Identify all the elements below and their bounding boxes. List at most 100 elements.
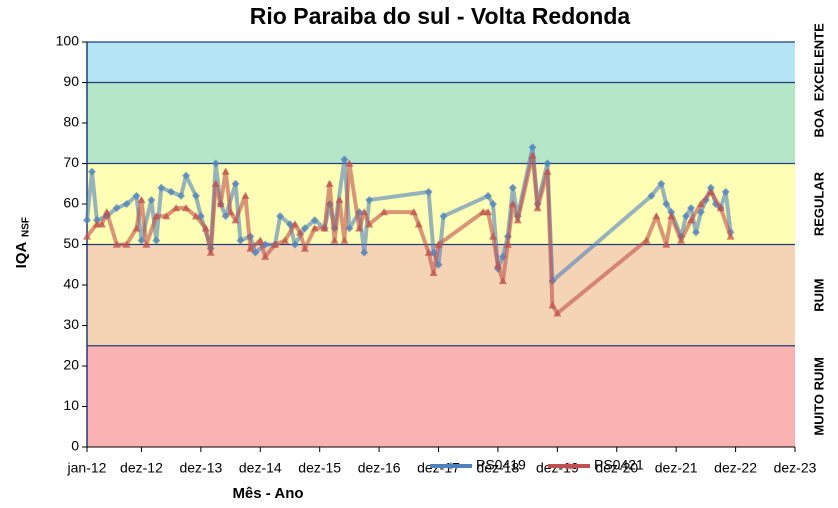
marker (721, 187, 730, 196)
marker (667, 212, 676, 220)
marker (498, 276, 507, 285)
marker (652, 212, 661, 220)
marker (330, 236, 339, 244)
marker (152, 236, 161, 245)
marker (414, 220, 423, 228)
marker (276, 212, 285, 221)
marker (157, 183, 166, 192)
marker (647, 191, 656, 200)
marker (503, 240, 512, 248)
marker (97, 220, 106, 228)
y-tick-label: 70 (63, 154, 79, 170)
marker (696, 200, 705, 208)
marker (191, 212, 200, 220)
x-axis-label: Mês - Ano (232, 485, 303, 502)
y-tick-label: 50 (63, 235, 79, 251)
marker (667, 208, 676, 217)
x-tick-label: dez-22 (714, 460, 757, 476)
band (87, 42, 795, 83)
band-label: RUIM (811, 279, 826, 312)
marker (216, 200, 225, 208)
marker (642, 236, 651, 244)
marker (226, 208, 235, 216)
marker (182, 171, 191, 180)
marker (206, 248, 215, 256)
y-axis-label-group: IQA NSF (13, 217, 32, 268)
chart-title: Rio Paraiba do sul - Volta Redonda (250, 3, 631, 29)
marker (340, 236, 349, 244)
marker (221, 167, 230, 175)
marker (548, 301, 557, 309)
marker (162, 212, 171, 220)
marker (657, 179, 666, 188)
y-axis-label-sub: NSF (21, 217, 32, 237)
marker (424, 187, 433, 196)
y-tick-label: 20 (63, 357, 79, 373)
marker (355, 224, 364, 232)
marker (290, 220, 299, 228)
y-tick-label: 0 (71, 438, 79, 454)
x-tick-label: dez-21 (655, 460, 698, 476)
marker (533, 204, 542, 212)
band (87, 82, 795, 164)
marker (83, 216, 91, 225)
marker (271, 240, 280, 248)
marker (246, 244, 255, 252)
marker (256, 236, 265, 244)
marker (112, 204, 121, 213)
x-tick-label: dez-16 (358, 460, 401, 476)
marker (142, 240, 151, 248)
y-tick-label: 10 (63, 397, 79, 413)
marker (340, 155, 349, 164)
marker (122, 240, 131, 248)
marker (290, 240, 299, 249)
marker (300, 244, 309, 252)
marker (508, 183, 517, 192)
marker (677, 236, 686, 244)
marker (231, 216, 240, 224)
marker (706, 187, 715, 196)
x-tick-label: dez-14 (239, 460, 282, 476)
legend-label: PS0421 (594, 457, 644, 473)
marker (360, 248, 369, 257)
marker (310, 216, 319, 225)
marker (112, 240, 121, 248)
marker (320, 224, 329, 232)
x-tick-label: dez-18 (477, 460, 520, 476)
marker (137, 195, 146, 204)
marker (211, 179, 220, 187)
marker (310, 224, 319, 232)
marker (102, 208, 111, 216)
marker (706, 183, 715, 192)
marker (281, 236, 290, 244)
y-tick-label: 80 (63, 114, 79, 130)
marker (147, 195, 156, 204)
marker (211, 159, 220, 168)
marker (167, 187, 176, 196)
marker (409, 208, 418, 216)
marker (424, 248, 433, 256)
band (87, 244, 795, 346)
marker (201, 224, 210, 232)
marker (152, 212, 161, 220)
marker (241, 191, 250, 200)
legend-label: PS0419 (476, 457, 526, 473)
marker (447, 462, 455, 470)
band (87, 345, 795, 447)
marker (682, 212, 691, 221)
marker (543, 167, 552, 175)
marker (528, 143, 537, 152)
band-label: BOA (811, 108, 826, 138)
marker (182, 204, 191, 212)
marker (553, 309, 562, 317)
marker (662, 240, 671, 248)
marker (543, 159, 552, 168)
x-tick-label: dez-13 (179, 460, 222, 476)
marker (177, 191, 186, 200)
marker (335, 195, 344, 204)
marker (528, 151, 537, 159)
marker (137, 236, 146, 245)
marker (345, 159, 354, 167)
marker (360, 208, 369, 216)
marker (488, 200, 497, 208)
